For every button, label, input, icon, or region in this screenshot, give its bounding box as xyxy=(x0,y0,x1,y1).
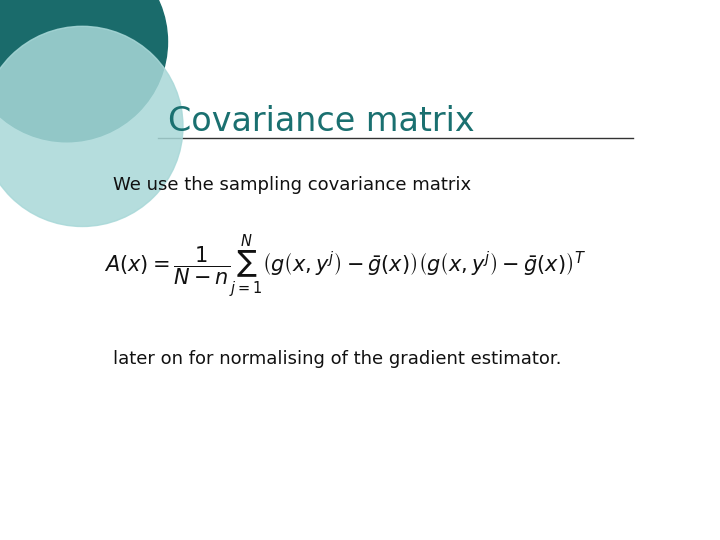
Text: later on for normalising of the gradient estimator.: later on for normalising of the gradient… xyxy=(113,350,562,368)
Text: Covariance matrix: Covariance matrix xyxy=(168,105,474,138)
Circle shape xyxy=(0,26,183,226)
Text: $A(x) = \dfrac{1}{N-n}\sum_{j=1}^{N}\left(g\left(x, y^{j}\right)- \bar{g}(x)\rig: $A(x) = \dfrac{1}{N-n}\sum_{j=1}^{N}\lef… xyxy=(104,234,586,300)
Circle shape xyxy=(0,0,168,142)
Text: We use the sampling covariance matrix: We use the sampling covariance matrix xyxy=(113,177,472,194)
